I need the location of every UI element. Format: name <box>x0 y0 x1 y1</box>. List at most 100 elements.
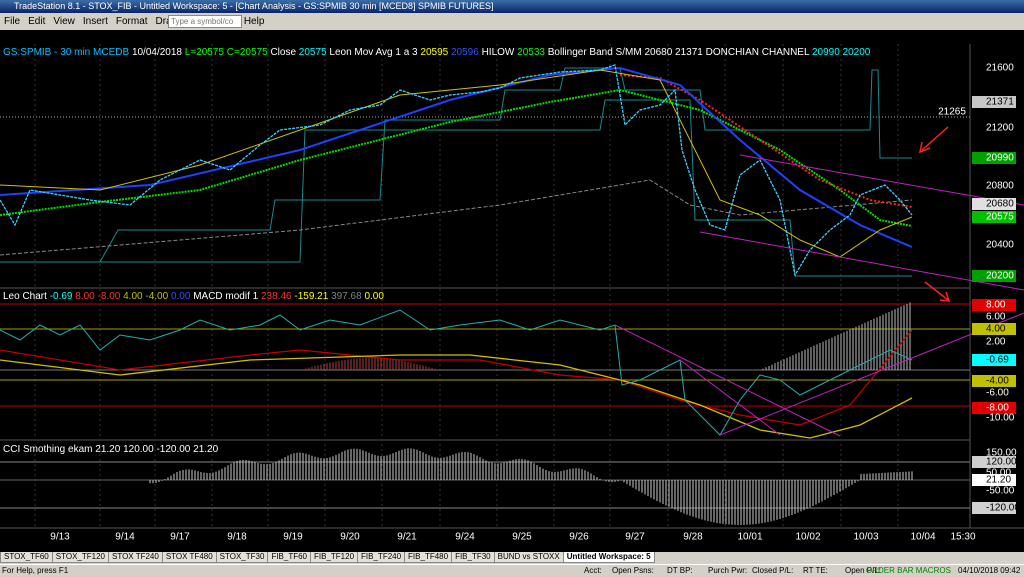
tab[interactable]: BUND vs STOXX <box>493 552 564 563</box>
axis-label: 20575 <box>986 212 1014 223</box>
header-item: 20990 <box>812 47 840 58</box>
header-item: Bollinger Band S/MM <box>548 47 642 58</box>
status-field: Purch Pwr: <box>708 566 748 575</box>
tab[interactable]: STOX_TF60 <box>0 552 53 563</box>
header-item: GS:SPMIB - 30 min <box>3 47 90 58</box>
axis-label: -10.00 <box>986 413 1015 424</box>
header-item: 120.00 <box>123 444 154 455</box>
axis-label-box <box>972 152 1016 164</box>
axis-label: 8.00 <box>986 300 1006 311</box>
header-item: C=20575 <box>227 47 268 58</box>
header-item: 21.20 <box>95 444 120 455</box>
axis-label-box <box>972 502 1016 514</box>
header-item: 21.20 <box>193 444 218 455</box>
status-field: RT TE: <box>803 566 828 575</box>
yellow-average <box>0 69 913 258</box>
header-item: 20680 <box>644 47 672 58</box>
axis-label: 20680 <box>986 199 1014 210</box>
trend-line <box>614 324 841 437</box>
menu-item[interactable]: Help <box>243 16 265 27</box>
date-label: 10/02 <box>795 532 820 543</box>
axis-label: 4.00 <box>986 324 1006 335</box>
donchian-upper <box>0 67 912 263</box>
axis-label-box <box>972 299 1016 311</box>
status-macros: ORDER BAR MACROS <box>866 566 951 575</box>
tab[interactable]: STOX_TF120 <box>51 552 109 563</box>
date-label: 9/21 <box>397 532 417 543</box>
axis-label: 21.20 <box>986 475 1011 486</box>
axis-label-box <box>972 198 1016 210</box>
axis-label: 20990 <box>986 153 1014 164</box>
axis-label-box <box>972 354 1016 366</box>
axis-label-box <box>972 474 1016 486</box>
arrow <box>924 281 949 301</box>
axis-label: 120.00 <box>986 457 1017 468</box>
axis-label: 21371 <box>986 97 1014 108</box>
header-item: -8.00 <box>98 291 121 302</box>
background <box>0 30 1024 552</box>
axis-label: 2.00 <box>986 337 1006 348</box>
header-item: -159.21 <box>294 291 328 302</box>
status-field: Closed P/L: <box>752 566 794 575</box>
header-item: 20533 <box>517 47 545 58</box>
trend-line <box>739 154 1024 206</box>
workspace-tabs: STOX_TF60 STOX_TF120 STOX TF240 STOX TF480 S… <box>0 552 1024 564</box>
header-item: 21371 <box>675 47 703 58</box>
axis-label-box <box>972 270 1016 282</box>
arrow-head <box>918 141 931 154</box>
axis-label: -6.00 <box>986 388 1009 399</box>
header-item: 20595 <box>420 47 448 58</box>
blue-average <box>0 66 913 248</box>
status-field: DT BP: <box>667 566 693 575</box>
status-field: Open P/L: <box>845 566 882 575</box>
tab[interactable]: FIB_TF60 <box>267 552 312 563</box>
tab[interactable]: Untitled Workspace: 5 <box>562 552 655 563</box>
tab[interactable]: FIB_TF480 <box>404 552 453 563</box>
header-item: Leo Chart <box>3 291 47 302</box>
header-item: 0.00 <box>171 291 191 302</box>
symbol-input[interactable]: Type a symbol/co <box>168 15 242 28</box>
tab[interactable]: STOX TF240 <box>107 552 163 563</box>
axis-label-box <box>972 375 1016 387</box>
header-item: -0.69 <box>50 291 73 302</box>
axis-label-box <box>972 402 1016 414</box>
price-annotation: 21265 <box>938 107 966 118</box>
bollinger-mid <box>0 179 913 256</box>
tab[interactable]: FIB_TF120 <box>310 552 359 563</box>
donchian-lower <box>0 99 912 277</box>
date-label: 9/14 <box>115 532 135 543</box>
header-item: 0.00 <box>364 291 384 302</box>
axis-label: -0.69 <box>986 355 1009 366</box>
menu-item[interactable]: View <box>53 16 75 27</box>
trend-line <box>679 359 781 436</box>
header-item: Close <box>270 47 296 58</box>
axis-label: 21200 <box>986 123 1014 134</box>
axis-label: -4.00 <box>986 376 1009 387</box>
menu-item[interactable]: File <box>4 16 21 27</box>
axis-label: 20200 <box>986 271 1014 282</box>
menu-item[interactable]: Edit <box>28 16 46 27</box>
header-item: CCI Smothing ekam <box>3 444 92 455</box>
menu-item[interactable]: Format <box>115 16 148 27</box>
axis-label: 6.00 <box>986 312 1006 323</box>
date-label: 9/24 <box>455 532 475 543</box>
header-item: -4.00 <box>145 291 168 302</box>
axis-label-box <box>972 96 1016 108</box>
tab[interactable]: FIB_TF30 <box>451 552 495 563</box>
tab[interactable]: STOX_TF30 <box>215 552 269 563</box>
hilow-line <box>0 88 913 227</box>
header-item: L=20575 <box>185 47 225 58</box>
tab[interactable]: STOX TF480 <box>161 552 217 563</box>
leo-oscillator <box>0 309 913 436</box>
header-item: 20575 <box>299 47 327 58</box>
axis-label: 20800 <box>986 181 1014 192</box>
status-clock: 04/10/2018 09:42 <box>958 566 1021 575</box>
tab[interactable]: FIB_TF240 <box>357 552 406 563</box>
panel-header: GS:SPMIB - 30 min MCEDB 10/04/2018 L=205… <box>3 47 871 58</box>
red-average <box>619 74 913 208</box>
header-item: -120.00 <box>156 444 190 455</box>
chart-area: 21265 GS:SPMIB - 30 min MCEDB 10/04/2018… <box>0 30 1024 552</box>
macd-line <box>0 329 913 426</box>
menu-item[interactable]: Insert <box>82 16 108 27</box>
